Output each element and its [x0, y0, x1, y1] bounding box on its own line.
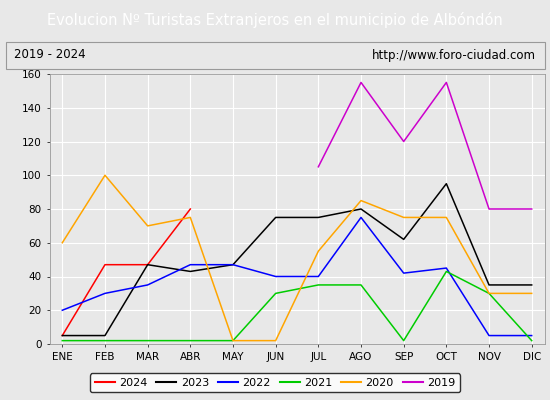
Text: Evolucion Nº Turistas Extranjeros en el municipio de Albóndón: Evolucion Nº Turistas Extranjeros en el … [47, 12, 503, 28]
Text: http://www.foro-ciudad.com: http://www.foro-ciudad.com [372, 48, 536, 62]
Bar [6, 42, 544, 68]
Text: 2019 - 2024: 2019 - 2024 [14, 48, 85, 62]
Legend: 2024, 2023, 2022, 2021, 2020, 2019: 2024, 2023, 2022, 2021, 2020, 2019 [90, 374, 460, 392]
